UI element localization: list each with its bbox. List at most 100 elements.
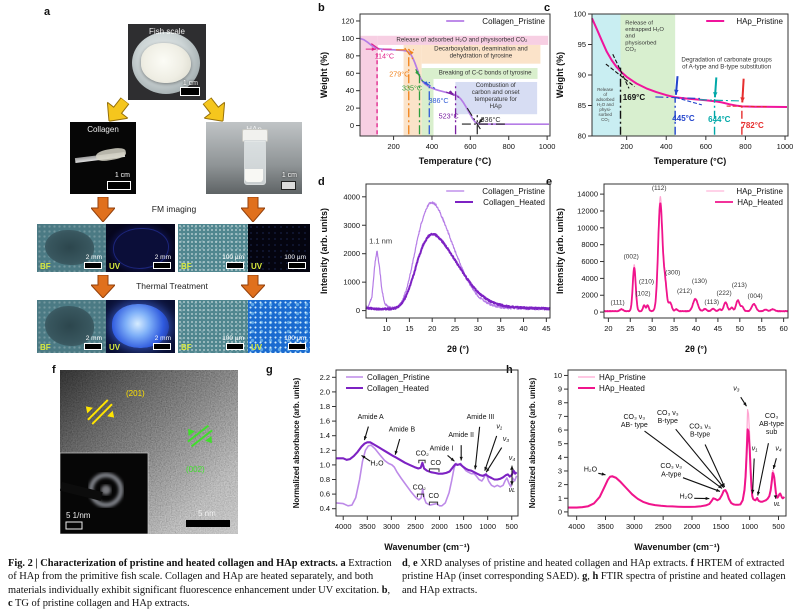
scale-bar — [180, 87, 200, 96]
thermal-arrow-left-icon — [91, 275, 115, 298]
svg-text:600: 600 — [700, 142, 713, 151]
saed-scale-text: 5 1/nm — [66, 511, 91, 520]
svg-text:95: 95 — [578, 40, 586, 49]
svg-text:2000: 2000 — [343, 249, 360, 258]
svg-text:H₂O: H₂O — [680, 493, 694, 500]
svg-text:Collagen_Heated: Collagen_Heated — [483, 198, 545, 207]
tg-collagen-chart: 200 400 600 800 1000 0 20 40 60 80 100 120 Temperatu… — [316, 0, 558, 170]
beam-stop — [60, 482, 103, 501]
svg-text:HAp_Pristine: HAp_Pristine — [736, 17, 783, 26]
svg-text:644°C: 644°C — [708, 115, 731, 124]
scale-text: 100 µm — [222, 254, 244, 261]
mode-label: BF — [40, 262, 51, 271]
svg-text:782°C: 782°C — [741, 121, 764, 130]
svg-text:50: 50 — [736, 324, 744, 333]
svg-text:30: 30 — [648, 324, 656, 333]
svg-text:Amide II: Amide II — [448, 432, 474, 439]
svg-text:10000: 10000 — [577, 223, 598, 232]
svg-text:1.4: 1.4 — [320, 431, 330, 440]
svg-text:1.2: 1.2 — [320, 446, 330, 455]
svg-text:12000: 12000 — [577, 206, 598, 215]
svg-text:1: 1 — [558, 494, 562, 503]
svg-text:1000: 1000 — [741, 522, 758, 531]
svg-text:(002): (002) — [624, 254, 639, 261]
svg-text:40: 40 — [346, 86, 354, 95]
svg-text:2000: 2000 — [581, 291, 598, 300]
mode-label: UV — [251, 343, 263, 352]
svg-text:(111): (111) — [610, 300, 624, 307]
panel-label-g: g — [266, 364, 273, 376]
svg-text:Wavenumber (cm⁻¹): Wavenumber (cm⁻¹) — [384, 542, 469, 552]
micrograph-collagen-bf-pristine: BF 2 mm — [37, 224, 106, 272]
svg-text:1000: 1000 — [343, 278, 360, 287]
svg-text:600: 600 — [464, 142, 477, 151]
svg-text:200: 200 — [620, 142, 633, 151]
svg-text:100: 100 — [341, 34, 354, 43]
svg-text:6: 6 — [558, 426, 562, 435]
scale-bar — [226, 262, 244, 269]
svg-text:ν₄: ν₄ — [775, 446, 782, 453]
svg-text:400: 400 — [426, 142, 439, 151]
svg-text:35: 35 — [497, 324, 505, 333]
micrograph-collagen-bf-heated: BF 2 mm — [37, 300, 106, 353]
scale-bar — [84, 343, 102, 350]
caption-right: d, e XRD analyses of pristine and heated… — [402, 558, 786, 596]
svg-text:60: 60 — [779, 324, 787, 333]
scale-text: 100 µm — [222, 335, 244, 342]
svg-text:(222): (222) — [716, 290, 731, 297]
scale-bar — [153, 262, 171, 269]
fish-scale-pile — [141, 43, 191, 83]
svg-text:85: 85 — [578, 101, 586, 110]
tg-hap-chart: 200 400 600 800 1000 80 85 90 95 100 Temperature (… — [552, 0, 798, 170]
tem-scale-bar — [186, 520, 230, 527]
svg-text:HAp_Heated: HAp_Heated — [737, 198, 783, 207]
svg-text:4000: 4000 — [343, 192, 360, 201]
saed-inset: 5 1/nm — [60, 452, 149, 534]
svg-text:HAp_Pristine: HAp_Pristine — [599, 373, 646, 382]
svg-text:14000: 14000 — [577, 190, 598, 199]
svg-text:169°C: 169°C — [623, 93, 646, 102]
svg-text:Amide B: Amide B — [389, 426, 416, 433]
svg-text:Intensity (arb. units): Intensity (arb. units) — [555, 208, 565, 294]
fish-scale-label: Fish scale — [148, 27, 185, 36]
svg-text:Collagen_Pristine: Collagen_Pristine — [367, 373, 430, 382]
svg-text:CO: CO — [428, 493, 439, 500]
svg-text:0: 0 — [558, 507, 562, 516]
svg-text:40: 40 — [692, 324, 700, 333]
svg-text:Amide I: Amide I — [430, 445, 454, 452]
svg-text:1000: 1000 — [539, 142, 556, 151]
svg-text:3000: 3000 — [383, 522, 400, 531]
svg-text:Release of adsorbed H₂O and ph: Release of adsorbed H₂O and physisorbed … — [396, 36, 528, 43]
svg-text:0.6: 0.6 — [320, 490, 330, 499]
svg-text:Temperature (°C): Temperature (°C) — [419, 156, 491, 166]
svg-text:0: 0 — [356, 306, 360, 315]
svg-text:ν₁: ν₁ — [752, 446, 759, 453]
svg-text:HAp_Pristine: HAp_Pristine — [736, 187, 783, 196]
scale-bar — [84, 262, 102, 269]
svg-text:60: 60 — [346, 69, 354, 78]
collagen-photo: Collagen 1 cm — [70, 122, 136, 194]
svg-text:386°C: 386°C — [428, 96, 448, 105]
svg-text:Weight (%): Weight (%) — [319, 52, 329, 98]
svg-text:2000: 2000 — [431, 522, 448, 531]
svg-text:500: 500 — [772, 522, 785, 531]
svg-text:Wavenumber (cm⁻¹): Wavenumber (cm⁻¹) — [634, 542, 719, 552]
collagen-label: Collagen — [87, 125, 119, 134]
micrograph-collagen-uv-pristine: UV 2 mm — [106, 224, 175, 272]
svg-text:Amide III: Amide III — [467, 414, 495, 421]
micrograph-hap-bf-heated: BF 100 µm — [178, 300, 248, 353]
panel-label-b: b — [318, 2, 325, 14]
svg-text:500: 500 — [505, 522, 518, 531]
svg-text:279°C: 279°C — [389, 70, 409, 79]
svg-text:10: 10 — [382, 324, 390, 333]
svg-text:2.2: 2.2 — [320, 373, 330, 382]
svg-text:0.8: 0.8 — [320, 475, 330, 484]
svg-text:H₂O: H₂O — [584, 467, 598, 474]
svg-text:(113): (113) — [704, 299, 719, 306]
scale-text: 1 cm — [281, 172, 297, 179]
svg-text:1000: 1000 — [777, 142, 794, 151]
svg-text:20: 20 — [604, 324, 612, 333]
svg-text:15: 15 — [405, 324, 413, 333]
